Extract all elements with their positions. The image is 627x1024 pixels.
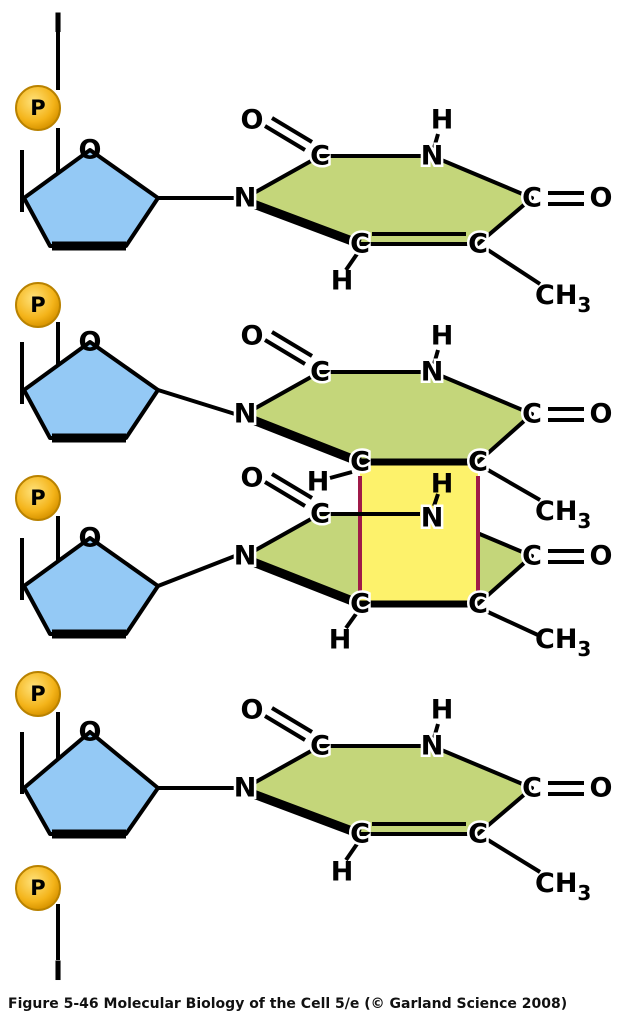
ring-bold-edge (246, 555, 362, 609)
dimer-c5-top: C (468, 447, 488, 478)
svg-text:P: P (30, 682, 45, 706)
c2-o-bond-a (263, 480, 307, 508)
c2-o-bond-b (270, 472, 314, 500)
ring-oxygen: O (79, 717, 102, 748)
c2-oxygen: O (241, 105, 264, 136)
c5-methyl-bond (486, 248, 542, 286)
phosphate-4: P (15, 671, 61, 717)
thymine-ring (243, 370, 534, 464)
methyl-group: CH3 (535, 496, 591, 533)
n1-atom: N (234, 183, 257, 214)
c6-hydrogen: H (331, 266, 354, 297)
c4-atom: C (522, 773, 542, 804)
c4-oxygen: O (590, 183, 613, 214)
n3-hydrogen: H (431, 321, 454, 352)
n3-hydrogen: H (431, 469, 454, 500)
n3-atom: N (421, 357, 444, 388)
n3-atom: N (421, 141, 444, 172)
ring-bold-edge (246, 197, 362, 249)
c5-methyl-bond (487, 610, 541, 638)
c2-oxygen: O (241, 463, 264, 494)
c5-atom: C (468, 819, 488, 850)
phosphate-3: P (15, 475, 61, 521)
ring-oxygen: O (79, 327, 102, 358)
thymine-dimer-diagram: I I O N C N C C C O H O H CH3 O (15, 8, 613, 987)
c2-o-bond-a (263, 124, 307, 152)
methyl-group: CH3 (535, 624, 591, 661)
nucleotide-1: O N C N C C C O H O H CH3 (22, 105, 613, 317)
c6-h-bond (344, 612, 358, 630)
chain-end-top: I (53, 8, 63, 39)
thymine-ring (243, 154, 534, 246)
svg-text:P: P (30, 486, 45, 510)
nucleotide-3: N C N C O H O H CH3 O (22, 458, 613, 661)
c2-oxygen: O (241, 321, 264, 352)
figure-caption: Figure 5-46 Molecular Biology of the Cel… (8, 996, 568, 1012)
cyclobutane-ring (360, 462, 478, 604)
c2-o-bond-b (270, 706, 314, 734)
n3-hydrogen: H (431, 695, 454, 726)
nucleotide-4: O N C N C C C O H O H CH3 (22, 695, 613, 905)
c5-atom: C (468, 229, 488, 260)
thymine-ring (243, 744, 534, 836)
n1-atom: N (234, 399, 257, 430)
c2-atom: C (310, 731, 330, 762)
n3-hydrogen: H (431, 105, 454, 136)
c4-atom: C (522, 399, 542, 430)
c2-atom: C (310, 357, 330, 388)
n3-h-bond (432, 349, 440, 365)
n3-atom: N (421, 503, 444, 534)
c4-atom: C (522, 183, 542, 214)
c6-atom: C (350, 229, 370, 260)
c2-o-bond-a (263, 338, 307, 366)
ring-bold-edge (246, 787, 362, 839)
c4-oxygen: O (590, 773, 613, 804)
c6-atom: C (350, 819, 370, 850)
c2-o-bond-b (270, 116, 314, 144)
c5-methyl-bond (487, 468, 541, 502)
dimer-c6-bottom: C (350, 589, 370, 620)
c2-atom: C (310, 499, 330, 530)
phosphate-2: P (15, 282, 61, 328)
c6-h-bond (344, 842, 359, 862)
c6-hydrogen: H (331, 857, 354, 888)
c6-h-bond (344, 252, 359, 272)
c2-o-bond-a (263, 714, 307, 742)
phosphate-1: P (15, 85, 61, 131)
ring-bold-edge (246, 413, 362, 467)
chain-end-bottom: I (53, 956, 63, 987)
n3-h-bond (432, 133, 440, 149)
glycosidic-bond (157, 388, 236, 416)
ring-oxygen: O (79, 523, 102, 554)
svg-text:P: P (30, 876, 45, 900)
c2-atom: C (310, 141, 330, 172)
c6-hydrogen: H (307, 467, 330, 498)
dimer-c5-bottom: C (468, 589, 488, 620)
n3-h-bond (432, 493, 440, 507)
c4-oxygen: O (590, 399, 613, 430)
c6-h-bond (329, 470, 353, 480)
dimer-c6-top: C (350, 447, 370, 478)
methyl-group: CH3 (535, 868, 591, 905)
glycosidic-bond (157, 554, 236, 588)
c6-hydrogen: H (329, 625, 352, 656)
methyl-group: CH3 (535, 280, 591, 317)
ring-oxygen: O (79, 135, 102, 166)
n1-atom: N (234, 541, 257, 572)
phosphate-5: P (15, 865, 61, 911)
c2-oxygen: O (241, 695, 264, 726)
n3-atom: N (421, 731, 444, 762)
svg-text:P: P (30, 293, 45, 317)
c4-oxygen: O (590, 541, 613, 572)
n1-atom: N (234, 773, 257, 804)
c4-atom: C (522, 541, 542, 572)
n3-h-bond (432, 723, 440, 739)
c5-methyl-bond (486, 838, 542, 874)
svg-text:P: P (30, 96, 45, 120)
c2-o-bond-b (270, 330, 314, 358)
